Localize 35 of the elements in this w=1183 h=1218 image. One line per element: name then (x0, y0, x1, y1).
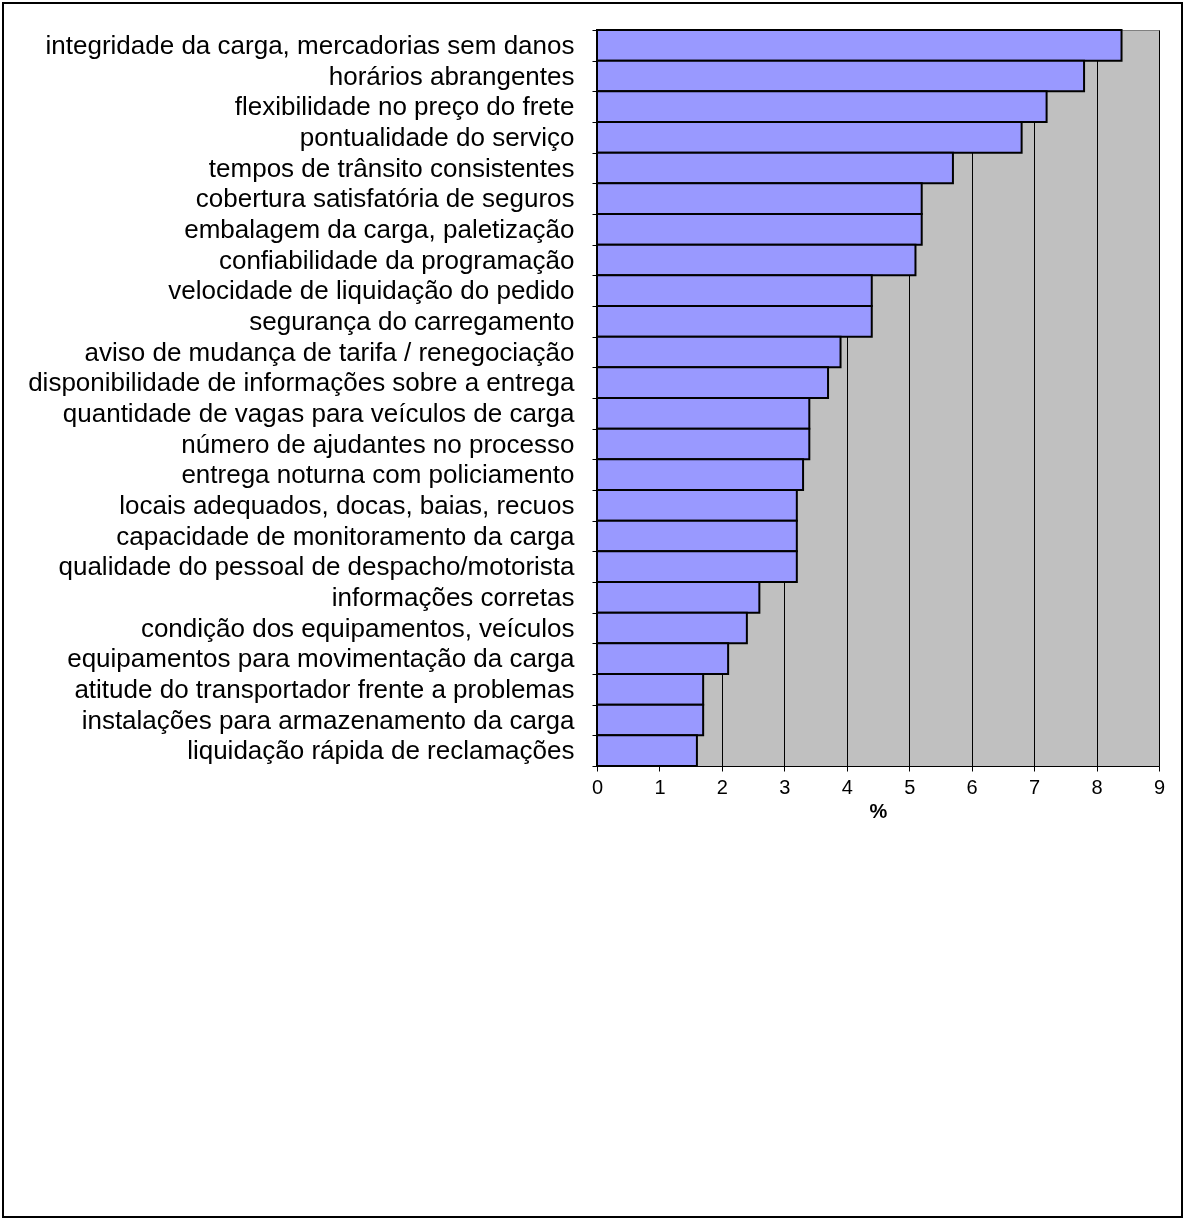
x-tick-label: 9 (1153, 775, 1166, 798)
y-tick-label: cobertura satisfatória de seguros (195, 183, 575, 214)
x-tick-label: 0 (591, 775, 604, 798)
y-tick-label: tempos de trânsito consistentes (208, 152, 575, 183)
y-tick-label: atitude do transportador frente a problemas (74, 673, 575, 704)
y-tick-label: confiabilidade da programação (218, 244, 575, 275)
x-tick-label: 4 (841, 775, 853, 798)
y-tick-label: condição dos equipamentos, veículos (140, 612, 575, 643)
y-tick-label: instalações para armazenamento da carga (81, 704, 576, 735)
y-tick-label: informações corretas (331, 581, 575, 612)
y-tick-label: flexibilidade no preço do frete (234, 91, 575, 122)
x-tick-label: 3 (779, 775, 791, 798)
y-tick-label: aviso de mudança de tarifa / renegociação (84, 336, 575, 367)
x-tick-label: 5 (904, 775, 916, 798)
y-tick-label: qualidade do pessoal de despacho/motorista (58, 551, 576, 582)
x-tick-label: 2 (716, 775, 728, 798)
x-tick-label: 7 (1029, 775, 1041, 798)
y-tick-label: liquidação rápida de reclamações (187, 735, 575, 766)
y-tick-label: segurança do carregamento (249, 305, 575, 336)
x-tick-label: 6 (966, 775, 978, 798)
y-tick-label: horários abrangentes (328, 60, 575, 91)
x-tick-label: 1 (654, 775, 666, 798)
y-tick-label: embalagem da carga, paletização (184, 213, 575, 244)
y-tick-label: número de ajudantes no processo (181, 428, 575, 459)
y-tick-label: pontualidade do serviço (299, 121, 575, 152)
x-tick-label: 8 (1091, 775, 1103, 798)
y-tick-label: capacidade de monitoramento da carga (116, 520, 576, 551)
y-tick-label: equipamentos para movimentação da carga (67, 643, 576, 674)
x-axis-title: % (869, 799, 888, 822)
y-tick-label: disponibilidade de informações sobre a entrega (28, 367, 576, 398)
y-tick-label: entrega noturna com policiamento (181, 459, 575, 490)
y-tick-label: locais adequados, docas, baias, recuos (119, 489, 575, 520)
y-tick-label: quantidade de vagas para veículos de carga (62, 397, 576, 428)
y-tick-label: integridade da carga, mercadorias sem danos (45, 29, 575, 60)
y-tick-label: velocidade de liquidação do pedido (168, 275, 575, 306)
